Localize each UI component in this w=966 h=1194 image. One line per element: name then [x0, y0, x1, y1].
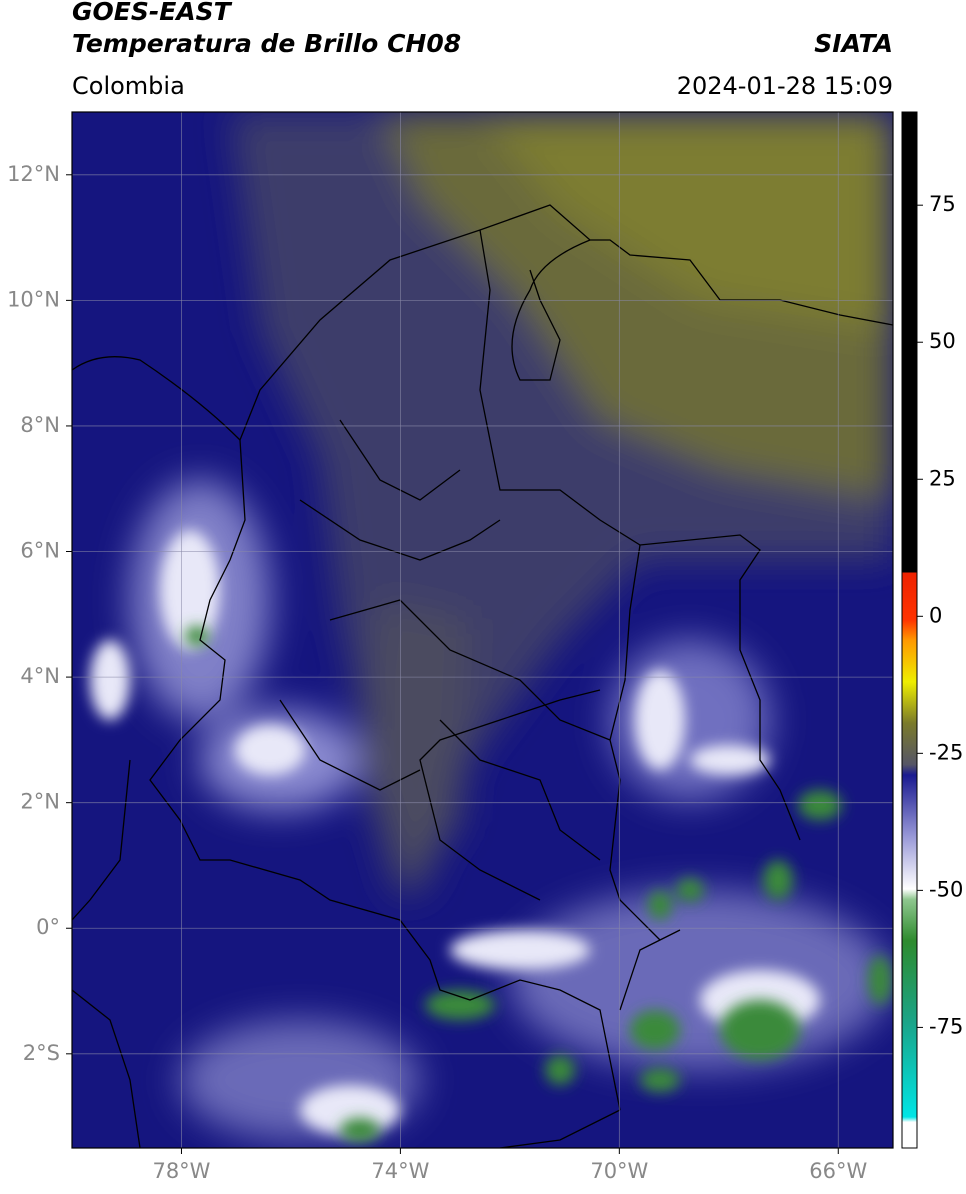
borders	[72, 204, 893, 1148]
x-tick-label: 78°W	[152, 1159, 210, 1183]
y-tick-label: 10°N	[7, 287, 60, 311]
colorbar-tick-label: -50	[929, 877, 963, 901]
colorbar-tick-label: 0	[929, 603, 942, 627]
title: GOES-EAST	[72, 0, 233, 26]
grid	[72, 112, 893, 1148]
colorbar-tick-label: 75	[929, 192, 956, 216]
colorbar-tick-label: -25	[929, 740, 963, 764]
y-tick-label: 12°N	[7, 162, 60, 186]
source: SIATA	[814, 29, 893, 58]
datetime: 2024-01-28 15:09	[677, 72, 893, 100]
colorbar-tick-label: -75	[929, 1014, 963, 1038]
satellite-image	[72, 112, 893, 1148]
x-tick-label: 66°W	[809, 1159, 867, 1183]
colorbar-tick-label: 50	[929, 329, 956, 353]
x-tick-label: 74°W	[371, 1159, 429, 1183]
colorbar-tick-label: 25	[929, 466, 956, 490]
y-tick-label: 0°	[36, 915, 60, 939]
map-frame	[71, 111, 894, 1149]
y-tick-label: 4°N	[20, 664, 60, 688]
region: Colombia	[72, 72, 185, 100]
x-tick-label: 70°W	[590, 1159, 648, 1183]
y-tick-label: 2°S	[23, 1041, 60, 1065]
y-tick-label: 6°N	[20, 539, 60, 563]
y-tick-label: 2°N	[20, 790, 60, 814]
colorbar	[901, 111, 918, 1149]
y-tick-label: 8°N	[20, 413, 60, 437]
subtitle: Temperatura de Brillo CH08	[72, 29, 461, 58]
